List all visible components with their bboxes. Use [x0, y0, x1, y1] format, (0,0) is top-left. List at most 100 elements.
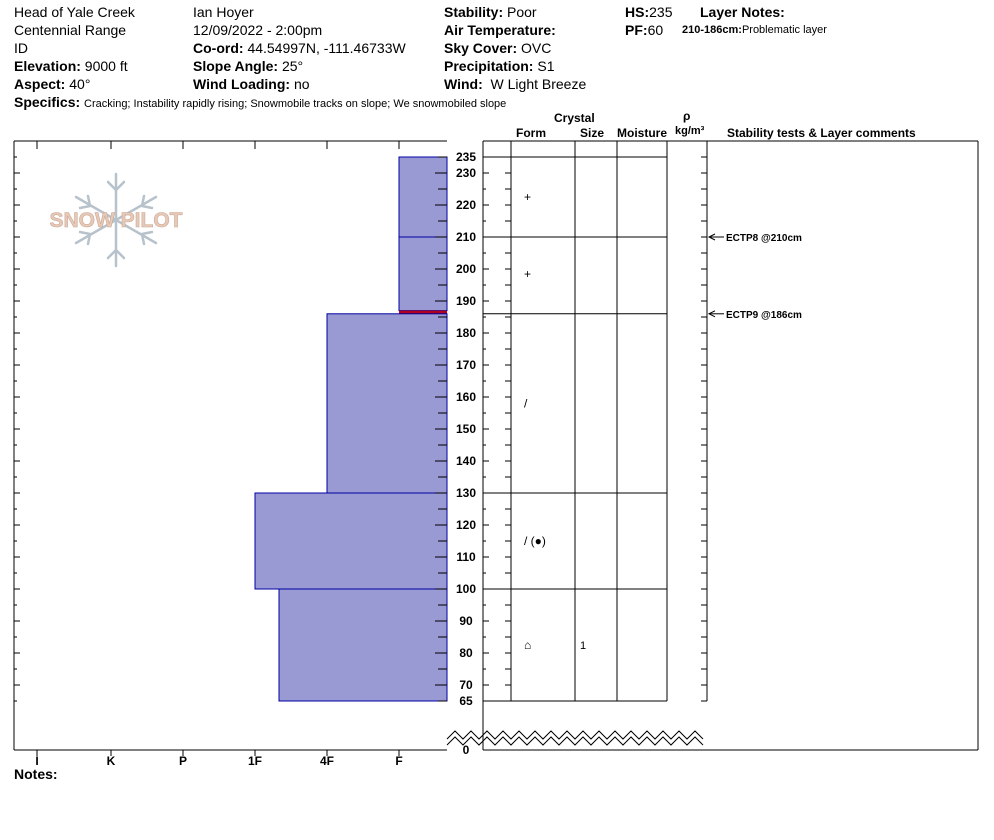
precipitation: Precipitation: S1 — [444, 58, 554, 74]
crystal-form-symbol: / (●) — [524, 534, 546, 548]
hs-label: HS: — [625, 4, 650, 20]
hardness-axis: I K P 1F 4F F — [35, 750, 403, 768]
depth-label: 200 — [456, 262, 476, 276]
crystal-form-symbol: + — [524, 190, 531, 204]
layer-note-text: Problematic layer — [741, 24, 827, 36]
layer-bar-3 — [326, 313, 448, 494]
test-arrow-head — [707, 233, 716, 241]
wind-loading: Wind Loading: no — [193, 76, 310, 92]
crystal-form-symbol: ⌂ — [524, 638, 531, 652]
stability-test-label: ECTP8 @210cm — [726, 233, 802, 244]
coord-label: Co-ord: — [193, 40, 244, 56]
pf-label: PF: — [625, 22, 648, 38]
sky-value: OVC — [521, 40, 552, 56]
specifics-value: Cracking; Instability rapidly rising; Sn… — [84, 98, 507, 110]
hardness-layers — [254, 156, 448, 702]
range-name: Centennial Range — [14, 22, 127, 38]
depth-label: 100 — [456, 582, 476, 596]
depth-label: 70 — [459, 678, 473, 692]
depth-label: 235 — [456, 150, 476, 164]
coord-value: 44.54997N, -111.46733W — [247, 40, 406, 56]
notes-label: Notes: — [14, 766, 58, 782]
stability-tests: ECTP8 @210cm ECTP9 @186cm — [707, 233, 802, 321]
form-header: Form — [516, 126, 546, 140]
elevation: Elevation: 9000 ft — [14, 58, 128, 74]
depth-label: 230 — [456, 166, 476, 180]
specifics-label: Specifics: — [14, 94, 81, 110]
aspect-label: Aspect: — [14, 76, 66, 92]
test-arrow-head — [707, 310, 716, 318]
moisture-header: Moisture — [617, 126, 668, 140]
layer-note: 210-186cm:Problematic layer — [682, 24, 827, 37]
stability-value: Poor — [507, 4, 537, 20]
depth-label: 170 — [456, 358, 476, 372]
depth-label: 180 — [456, 326, 476, 340]
aspect-value: 40° — [69, 76, 91, 92]
air-temperature: Air Temperature: — [444, 22, 556, 38]
wind-loading-label: Wind Loading: — [193, 76, 291, 92]
coordinates: Co-ord: 44.54997N, -111.46733W — [193, 40, 406, 56]
snow-height: HS:235 — [625, 4, 672, 20]
depth-label: 80 — [459, 646, 473, 660]
slope-angle: Slope Angle: 25° — [193, 58, 303, 74]
layer-notes-label: Layer Notes: — [700, 4, 785, 20]
layer-bar-1 — [398, 236, 448, 312]
crystal-size: 1 — [580, 640, 586, 652]
crystal-form-symbol: + — [524, 267, 531, 281]
stability-label: Stability: — [444, 4, 504, 20]
depth-label: 0 — [463, 743, 470, 757]
elevation-label: Elevation: — [14, 58, 81, 74]
hardness-label: 4F — [320, 754, 334, 768]
wind: Wind: W Light Breeze — [444, 76, 586, 92]
hardness-label: K — [107, 754, 116, 768]
hardness-label: P — [179, 754, 187, 768]
foot-penetration: PF:60 — [625, 22, 663, 38]
layer-bar-0 — [398, 156, 448, 238]
depth-label: 190 — [456, 294, 476, 308]
depth-label: 65 — [459, 694, 473, 708]
depth-label: 120 — [456, 518, 476, 532]
hardness-label: 1F — [248, 754, 262, 768]
precip-label: Precipitation: — [444, 58, 534, 74]
density-rho-header: ρ — [683, 109, 691, 123]
density-unit-header: kg/m³ — [675, 125, 705, 137]
stability-test-label: ECTP9 @186cm — [726, 310, 802, 321]
crystal-header: Crystal — [554, 111, 595, 125]
stability: Stability: Poor — [444, 4, 537, 20]
layer-bar-4 — [254, 492, 448, 590]
wind-label: Wind: — [444, 76, 483, 92]
depth-label: 220 — [456, 198, 476, 212]
depth-label: 90 — [459, 614, 473, 628]
observer-name: Ian Hoyer — [193, 4, 254, 20]
depth-label: 160 — [456, 390, 476, 404]
slope-label: Slope Angle: — [193, 58, 279, 74]
depth-label: 110 — [456, 550, 476, 564]
elevation-value: 9000 ft — [84, 58, 128, 74]
depth-label: 210 — [456, 230, 476, 244]
break-zigzag-bottom — [446, 736, 704, 746]
sky-cover: Sky Cover: OVC — [444, 40, 551, 56]
hardness-label: F — [395, 754, 402, 768]
logo-text: SNOW PILOT — [50, 209, 183, 232]
crystal-form-symbol: / — [524, 396, 528, 410]
aspect: Aspect: 40° — [14, 76, 90, 92]
air-temp-label: Air Temperature: — [444, 22, 556, 38]
hs-value: 235 — [649, 4, 673, 20]
depth-label: 150 — [456, 422, 476, 436]
depth-label: 140 — [456, 454, 476, 468]
slope-value: 25° — [281, 58, 304, 74]
snowflake-icon — [74, 172, 158, 268]
layer-bar-5 — [278, 588, 448, 702]
sky-label: Sky Cover: — [444, 40, 518, 56]
depth-label: 130 — [456, 486, 476, 500]
specifics: Specifics: Cracking; Instability rapidly… — [14, 94, 506, 112]
break-zigzag-top — [446, 730, 704, 740]
snowpilot-logo: SNOW PILOT — [49, 172, 183, 268]
size-header: Size — [580, 126, 605, 140]
stability-tests-header: Stability tests & Layer comments — [727, 126, 916, 140]
weak-layer-bar — [399, 310, 447, 314]
pf-value: 60 — [647, 22, 664, 38]
wind-value: W Light Breeze — [490, 76, 587, 92]
observation-datetime: 12/09/2022 - 2:00pm — [193, 22, 323, 38]
layer-note-range: 210-186cm: — [682, 24, 742, 36]
